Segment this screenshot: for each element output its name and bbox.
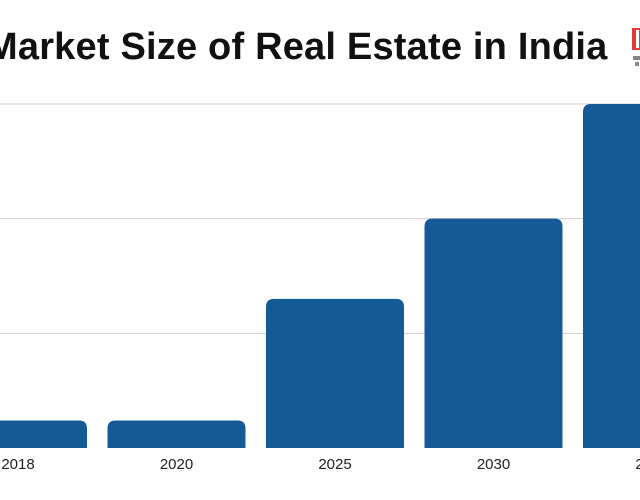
bar-2018 bbox=[0, 420, 87, 448]
chart-title: Market Size of Real Estate in India bbox=[0, 26, 608, 68]
x-tick-label-2018: 2018 bbox=[1, 456, 34, 473]
bar-2040 bbox=[583, 104, 640, 448]
bar-2020 bbox=[107, 420, 246, 448]
brand-logo-icon bbox=[630, 26, 640, 68]
bar-2025 bbox=[266, 298, 404, 448]
x-tick-label-2040: 2040 bbox=[635, 456, 640, 473]
x-tick-label-2030: 2030 bbox=[477, 456, 510, 473]
x-tick-label-2020: 2020 bbox=[160, 456, 193, 473]
x-tick-label-2025: 2025 bbox=[318, 456, 351, 473]
bar-2030 bbox=[424, 218, 563, 448]
